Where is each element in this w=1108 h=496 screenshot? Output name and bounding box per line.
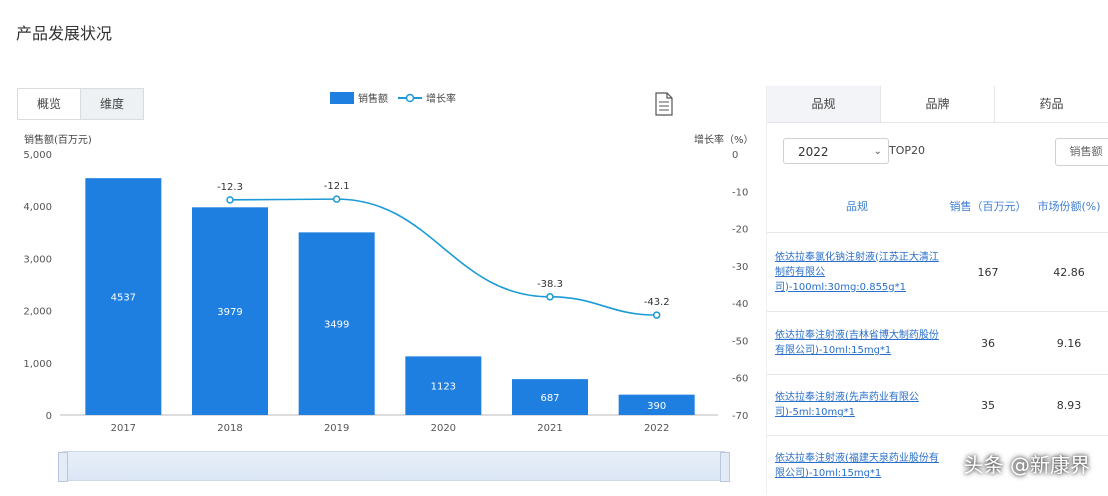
legend-item-sales[interactable]: 销售额 [330, 90, 388, 105]
y-right-tick-label: -70 [732, 411, 748, 422]
y-right-tick-label: -50 [732, 336, 748, 347]
share-cell: 8.93 [1056, 398, 1082, 412]
chart-legend: 销售额 增长率 [330, 90, 456, 105]
bar [405, 356, 482, 415]
bar [192, 207, 268, 415]
document-icon[interactable] [655, 92, 673, 116]
y-left-tick-label: 4,000 [23, 202, 52, 213]
growth-point [652, 311, 661, 319]
y-left-tick-label: 2,000 [23, 307, 52, 318]
growth-line [229, 198, 657, 316]
y-right-tick-label: -30 [732, 262, 748, 273]
bar [618, 394, 695, 415]
tab-brand[interactable]: 品牌 [881, 86, 995, 122]
zoom-handle-right[interactable] [720, 452, 730, 482]
bar-value-label: 1123 [431, 382, 456, 393]
col-header-sales[interactable]: 销售（百万元） [949, 200, 1027, 213]
sales-cell: 35 [981, 398, 995, 412]
bar-swatch-icon [330, 91, 354, 104]
zoom-handle-left[interactable] [58, 452, 68, 482]
product-link[interactable]: 依达拉奉注射液(先声药业有限公司)-5ml:10mg*1 [775, 392, 919, 418]
growth-value-label: -12.1 [324, 181, 350, 192]
year-select[interactable]: 2022 ⌄ [783, 138, 889, 164]
bar-value-label: 3979 [217, 307, 242, 318]
sort-button[interactable]: 销售额 [1055, 138, 1108, 166]
y-axis-right-title: 增长率（%） [694, 135, 754, 146]
col-header-spec[interactable]: 品规 [846, 200, 868, 213]
share-cell: 9.16 [1056, 336, 1082, 350]
table-row: 依达拉奉注射液(吉林省博大制药股份有限公司)-10ml:15mg*1 36 9.… [767, 312, 1108, 375]
chevron-down-icon: ⌄ [873, 146, 882, 157]
chart-view-tabs: 概览 维度 [17, 88, 144, 120]
sales-cell: 36 [981, 336, 995, 350]
product-link[interactable]: 依达拉奉氯化钠注射液(江苏正大清江制药有限公司)-100ml:30mg:0.85… [775, 251, 939, 293]
y-axis-left-title: 销售额(百万元) [24, 135, 92, 146]
watermark: 头条 @新康界 [963, 453, 1090, 477]
ranking-tabs: 品规 品牌 药品 [767, 86, 1108, 123]
year-select-value: 2022 [798, 145, 829, 159]
bar-value-label: 3499 [324, 320, 349, 331]
growth-value-label: -38.3 [537, 279, 563, 290]
y-left-tick-label: 3,000 [23, 254, 52, 265]
ranking-panel: 品规 品牌 药品 2022 ⌄ TOP20 销售额 品规 销售（百万元） 市场份… [766, 86, 1108, 494]
x-tick-label: 2019 [324, 423, 349, 434]
top-label: TOP20 [889, 144, 926, 157]
data-zoom-slider[interactable] [58, 451, 730, 482]
col-header-share[interactable]: 市场份额(%) [1037, 200, 1101, 213]
tab-overview[interactable]: 概览 [18, 89, 80, 119]
y-right-tick-label: -40 [732, 299, 748, 310]
table-row: 依达拉奉注射液(福建天泉药业股份有限公司)-10ml:15mg*1 [767, 436, 1108, 496]
line-swatch-icon [398, 92, 422, 104]
legend-item-growth[interactable]: 增长率 [398, 90, 456, 105]
x-tick-label: 2020 [431, 423, 456, 434]
bar [85, 178, 162, 415]
y-right-tick-label: -60 [732, 374, 748, 385]
sales-growth-chart: 0 1,000 2,000 3,000 4,000 5,000 0 -10 -20 -30 -40 -… [23, 150, 748, 434]
x-tick-label: 2021 [537, 423, 562, 434]
y-right-tick-label: -20 [732, 225, 748, 236]
bar [298, 232, 375, 415]
share-cell: 42.86 [1053, 265, 1085, 279]
growth-point [226, 196, 234, 204]
y-right-tick-label: 0 [732, 150, 738, 161]
x-tick-label: 2018 [217, 423, 242, 434]
sales-cell: 167 [977, 265, 999, 279]
bar-value-label: 4537 [111, 293, 136, 304]
tab-dimension[interactable]: 维度 [80, 89, 143, 119]
table-row: 依达拉奉氯化钠注射液(江苏正大清江制药有限公司)-100ml:30mg:0.85… [767, 233, 1108, 312]
y-left-tick-label: 5,000 [23, 150, 52, 161]
growth-point [546, 293, 554, 301]
bar-value-label: 390 [647, 401, 666, 412]
bar [512, 379, 588, 415]
tab-drug[interactable]: 药品 [995, 86, 1108, 122]
table-row: 依达拉奉注射液(先声药业有限公司)-5ml:10mg*1 35 8.93 [767, 375, 1108, 436]
table-header: 品规 销售（百万元） 市场份额(%) [767, 180, 1108, 233]
bar-value-label: 687 [540, 393, 559, 404]
y-right-tick-label: -10 [732, 187, 748, 198]
x-tick-label: 2022 [644, 423, 669, 434]
tab-spec[interactable]: 品规 [767, 86, 881, 122]
product-link[interactable]: 依达拉奉注射液(吉林省博大制药股份有限公司)-10ml:15mg*1 [775, 330, 939, 356]
product-link[interactable]: 依达拉奉注射液(福建天泉药业股份有限公司)-10ml:15mg*1 [775, 453, 939, 479]
ranking-table: 品规 销售（百万元） 市场份额(%) 依达拉奉氯化钠注射液(江苏正大清江制药有限… [767, 180, 1108, 496]
y-left-tick-label: 1,000 [23, 359, 52, 370]
growth-value-label: -12.3 [217, 182, 243, 193]
x-tick-label: 2017 [111, 423, 136, 434]
legend-growth-label: 增长率 [426, 94, 456, 105]
y-left-tick-label: 0 [46, 411, 52, 422]
growth-value-label: -43.2 [644, 297, 670, 308]
legend-sales-label: 销售额 [358, 94, 388, 105]
page-title: 产品发展状况 [16, 24, 113, 43]
growth-point [332, 195, 341, 203]
